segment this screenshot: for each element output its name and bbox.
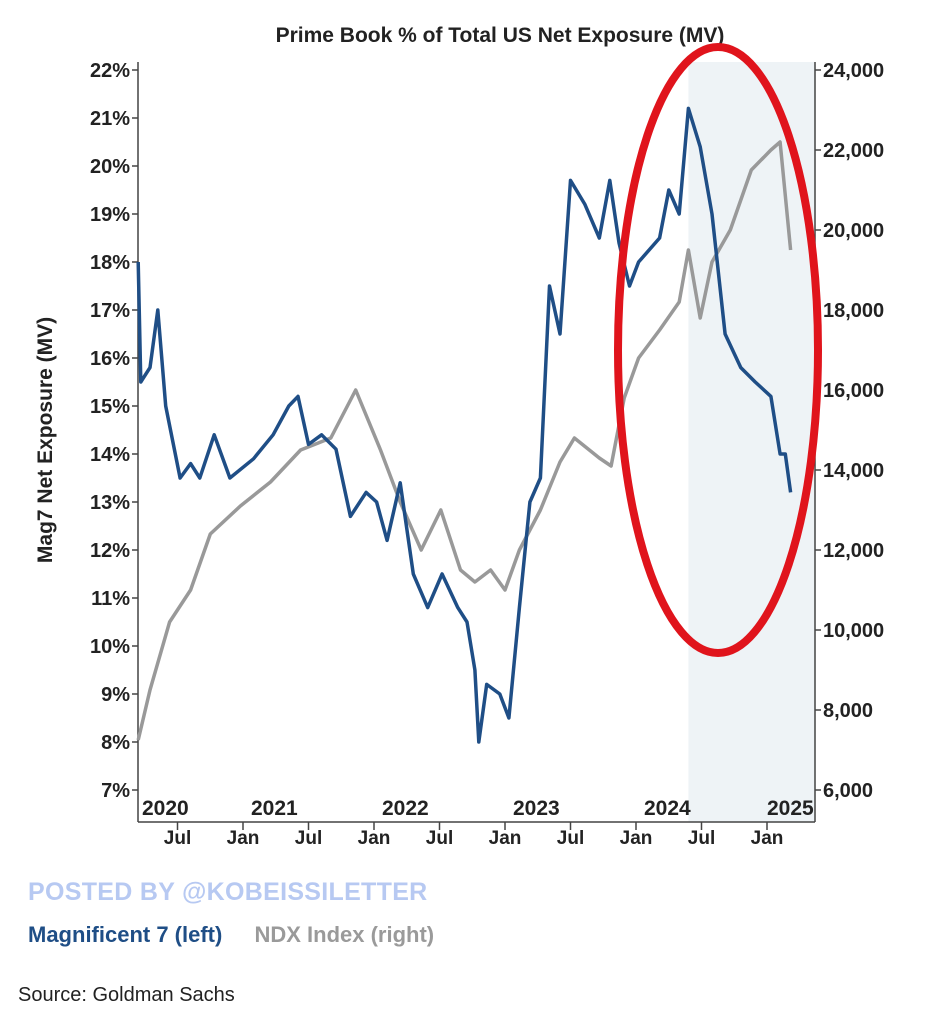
x-month-label: Jul: [295, 828, 322, 849]
y-left-tick-label: 8%: [101, 732, 130, 754]
y-right-tick-label: 10,000: [823, 620, 884, 642]
y-left-tick-label: 13%: [90, 492, 130, 514]
x-month-label: Jan: [358, 828, 391, 849]
legend: Magnificent 7 (left) NDX Index (right): [28, 922, 434, 948]
y-axis-left-label: Mag7 Net Exposure (MV): [34, 317, 57, 563]
y-right-tick-label: 24,000: [823, 60, 884, 82]
y-left-tick-label: 15%: [90, 396, 130, 418]
y-left-tick-label: 18%: [90, 252, 130, 274]
y-right-tick-label: 22,000: [823, 140, 884, 162]
chart-title: Prime Book % of Total US Net Exposure (M…: [276, 24, 725, 47]
y-left-tick-label: 22%: [90, 60, 130, 82]
y-right-tick-label: 8,000: [823, 700, 873, 722]
x-month-label: Jul: [688, 828, 715, 849]
y-left-tick-label: 19%: [90, 204, 130, 226]
y-right-tick-label: 18,000: [823, 300, 884, 322]
y-right-tick-label: 16,000: [823, 380, 884, 402]
legend-item-magnificent-7: Magnificent 7 (left): [28, 922, 223, 947]
legend-item-ndx: NDX Index (right): [254, 922, 435, 947]
x-year-label: 2024: [644, 797, 691, 820]
y-left-tick-label: 21%: [90, 108, 130, 130]
y-left-tick-label: 16%: [90, 348, 130, 370]
y-left-tick-label: 12%: [90, 540, 130, 562]
x-year-label: 2022: [382, 797, 429, 820]
x-year-label: 2021: [251, 797, 298, 820]
y-left-tick-label: 20%: [90, 156, 130, 178]
y-right-tick-label: 12,000: [823, 540, 884, 562]
source-note: Source: Goldman Sachs: [18, 984, 235, 1006]
y-right-tick-label: 6,000: [823, 780, 873, 802]
y-left-tick-label: 9%: [101, 684, 130, 706]
x-year-label: 2023: [513, 797, 560, 820]
watermark: POSTED BY @KOBEISSILETTER: [28, 878, 428, 906]
x-month-label: Jan: [489, 828, 522, 849]
y-left-tick-label: 7%: [101, 780, 130, 802]
y-left-tick-label: 14%: [90, 444, 130, 466]
series-line-ndx: [136, 140, 793, 741]
highlight-ellipse: [614, 43, 822, 657]
y-left-tick-label: 11%: [91, 588, 130, 610]
x-month-label: Jul: [164, 828, 191, 849]
axes: 22% 21% 20% 19% 18% 17% 16% 15% 14% 13% 12% 11% 10% 9…: [90, 60, 884, 849]
x-month-label: Jul: [426, 828, 453, 849]
series-line-magnificent-7: [136, 106, 793, 744]
shaded-period: [688, 62, 815, 822]
x-month-label: Jan: [620, 828, 653, 849]
x-month-label: Jul: [557, 828, 584, 849]
y-left-tick-label: 17%: [90, 300, 130, 322]
y-left-tick-label: 10%: [90, 636, 130, 658]
series-lines: [136, 106, 793, 744]
x-month-label: Jan: [227, 828, 260, 849]
y-right-tick-label: 20,000: [823, 220, 884, 242]
x-month-label: Jan: [751, 828, 784, 849]
y-right-tick-label: 14,000: [823, 460, 884, 482]
x-year-label: 2020: [142, 797, 189, 820]
x-year-label: 2025: [767, 797, 814, 820]
